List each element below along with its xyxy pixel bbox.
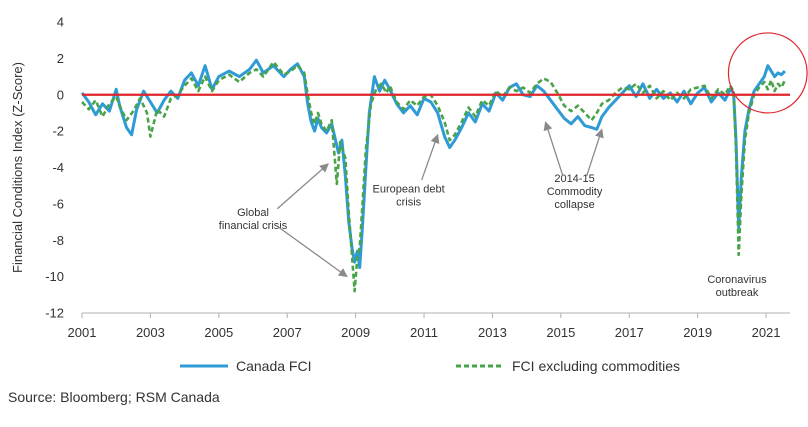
y-tick-label: 2 (57, 51, 64, 66)
annotation-line: Commodity (547, 186, 603, 198)
annotation-line: 2014-15 (554, 173, 594, 185)
x-tick-label: 2007 (273, 325, 302, 340)
y-tick-label: -12 (45, 306, 64, 321)
x-tick-label: 2013 (478, 325, 507, 340)
legend-item-canada-fci: Canada FCI (180, 358, 311, 374)
annotation-line: European debt (373, 183, 445, 195)
annotation-line: collapse (554, 199, 594, 211)
x-tick-label: 2005 (204, 325, 233, 340)
series-line-canada-fci (80, 58, 786, 269)
legend-label: Canada FCI (236, 358, 311, 374)
annotation-line: Coronavirus (707, 274, 767, 286)
annotations: Global financial crisis European debt crisi… (219, 121, 767, 299)
x-tick-label: 2017 (615, 325, 644, 340)
y-tick-label: -4 (52, 160, 64, 175)
y-tick-label: -6 (52, 196, 64, 211)
highlight-layer (727, 32, 808, 114)
x-tick-label: 2009 (341, 325, 370, 340)
legend-label: FCI excluding commodities (512, 358, 680, 374)
highlight-ellipse (727, 32, 808, 114)
legend: Canada FCI FCI excluding commodities (180, 358, 680, 374)
x-tick-label: 2011 (410, 325, 438, 340)
series-line-fci-ex-commodities (81, 60, 787, 293)
y-tick-label: 4 (57, 15, 64, 30)
x-tick-label: 2001 (68, 325, 97, 340)
annotation-arrow (421, 133, 440, 181)
fci-chart: 420-2-4-6-8-10-12 2001 2003 2005 2007 2009 20… (10, 15, 808, 374)
annotation-arrow (276, 163, 329, 210)
legend-item-fci-ex-commodities: FCI excluding commodities (456, 358, 680, 374)
source-note: Source: Bloomberg; RSM Canada (8, 389, 220, 405)
annotation-line: financial crisis (219, 220, 288, 232)
y-tick-label: -2 (52, 124, 64, 139)
series-layer (80, 58, 787, 293)
annotation-arrow (586, 128, 604, 177)
y-tick-label: -8 (52, 233, 64, 248)
annotation-arrow (278, 226, 348, 278)
y-tick-label: -10 (45, 269, 64, 284)
annotation-label: European debt crisis (373, 183, 445, 208)
annotation-label: Coronavirus outbreak (707, 274, 767, 299)
x-axis-ticks: 2001 2003 2005 2007 2009 2011 2013 2015 2017 2019… (68, 313, 781, 340)
y-axis-ticks: 4 2 0 -2 -4 -6 -8 -10 -12 (45, 15, 64, 321)
x-tick-label: 2019 (683, 325, 712, 340)
annotation-line: Global (237, 207, 269, 219)
y-tick-label: 0 (57, 87, 64, 102)
y-axis-label: Financial Conditions Index (Z-Score) (10, 62, 25, 273)
annotation-line: outbreak (716, 287, 759, 299)
annotation-arrow (543, 121, 564, 177)
annotation-label: Global financial crisis (219, 207, 288, 232)
x-tick-label: 2003 (136, 325, 165, 340)
annotation-label: 2014-15 Commodity collapse (547, 173, 603, 211)
annotation-line: crisis (396, 196, 422, 208)
x-tick-label: 2015 (546, 325, 575, 340)
x-tick-label: 2021 (752, 325, 781, 340)
